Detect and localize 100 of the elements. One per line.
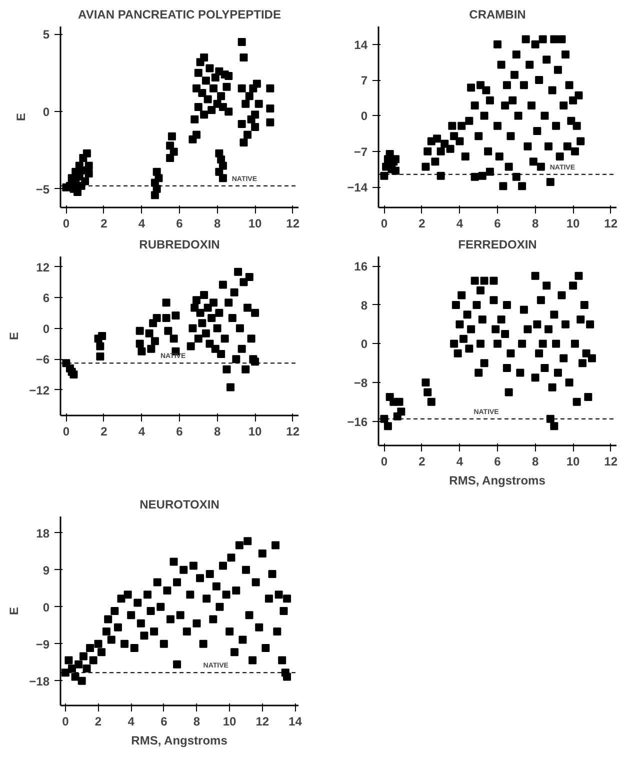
point [217,350,226,358]
point [210,298,218,307]
point [136,326,144,335]
point [226,383,234,392]
x-tick-label: 6 [176,216,184,230]
chart-title: FERREDOXIN [458,238,537,252]
point [147,344,156,353]
point [247,334,256,343]
y-tick-label: 0 [42,322,50,336]
point [218,280,227,289]
y-tick-label: 12 [36,260,50,274]
x-tick-label: 4 [138,424,146,438]
y-tick-label: −12 [29,383,50,398]
point [236,324,244,332]
chart-title: RUBREDOXIN [139,238,220,252]
point [211,344,220,353]
x-tick-label: 14 [288,714,302,728]
x-tick-label: 2 [418,454,426,468]
point [145,329,154,338]
x-tick-label: 4 [128,714,135,728]
x-axis-title: RMS, Angstroms [131,734,228,748]
y-tick-label: −18 [29,674,50,688]
y-axis-title: E [14,112,28,121]
x-tick-label: 10 [248,216,262,230]
y-tick-label: 18 [36,526,50,540]
x-tick-label: 12 [286,216,300,230]
x-tick-label: 4 [138,216,146,230]
x-tick-label: 0 [380,216,388,230]
point [162,298,170,307]
x-tick-label: 12 [256,714,270,728]
y-tick-label: −9 [36,637,50,652]
x-tick-label: 0 [380,454,388,468]
x-tick-label: 8 [193,714,200,728]
point [213,324,222,332]
x-tick-label: 8 [532,454,539,468]
x-tick-label: 2 [100,216,108,230]
x-tick-label: 10 [566,454,580,468]
x-tick-label: 10 [222,714,237,728]
y-tick-label: 0 [42,105,50,120]
x-tick-label: 0 [62,714,70,728]
y-axis-title: E [7,606,22,615]
x-tick-label: 2 [418,216,426,230]
y-tick-label: −14 [347,180,368,195]
chart-title: AVIAN PANCREATIC POLYPEPTIDE [78,8,281,22]
y-tick-label: −6 [36,352,50,367]
point [251,358,260,366]
point [138,347,146,356]
y-axis-title: E [7,332,22,340]
point [220,334,229,343]
point [70,370,78,378]
x-tick-label: 12 [286,424,300,438]
point [96,342,104,350]
point [234,268,242,276]
point [242,365,250,374]
point [215,308,224,317]
point [198,319,206,328]
y-tick-label: 0 [360,337,368,352]
point [200,290,208,299]
x-tick-label: 6 [160,714,168,728]
point [150,337,159,346]
x-tick-label: 10 [566,216,580,230]
point [98,332,106,340]
x-tick-label: 4 [456,216,464,230]
point [152,314,161,322]
point [96,352,104,361]
point [232,355,240,364]
x-tick-label: 6 [176,424,184,438]
y-tick-label: 14 [354,38,368,52]
x-tick-label: 12 [604,216,618,230]
x-tick-label: 6 [494,454,502,468]
y-tick-label: 16 [354,260,368,274]
point [251,308,260,317]
point [202,329,210,338]
point [192,296,200,304]
point [230,288,238,296]
y-tick-label: −16 [347,414,368,429]
y-tick-label: 6 [42,291,50,306]
x-tick-label: 8 [214,424,221,438]
y-tick-label: −7 [354,144,368,159]
x-axis-title: RMS, Angstroms [449,474,546,488]
y-tick-label: −8 [354,376,368,390]
point [204,304,212,312]
point [228,314,236,322]
point [206,340,214,348]
y-tick-label: 8 [360,298,368,312]
point [170,334,178,343]
point [222,365,231,374]
point [164,326,172,335]
point [172,311,180,320]
point [162,314,170,322]
point [194,334,202,343]
point [224,298,233,307]
point [196,308,204,317]
x-tick-label: 0 [62,216,70,230]
x-tick-label: 0 [62,424,70,438]
point [136,340,144,348]
point [208,314,216,322]
y-tick-label: 7 [360,74,368,88]
x-tick-label: 2 [94,714,102,728]
point [188,324,197,332]
